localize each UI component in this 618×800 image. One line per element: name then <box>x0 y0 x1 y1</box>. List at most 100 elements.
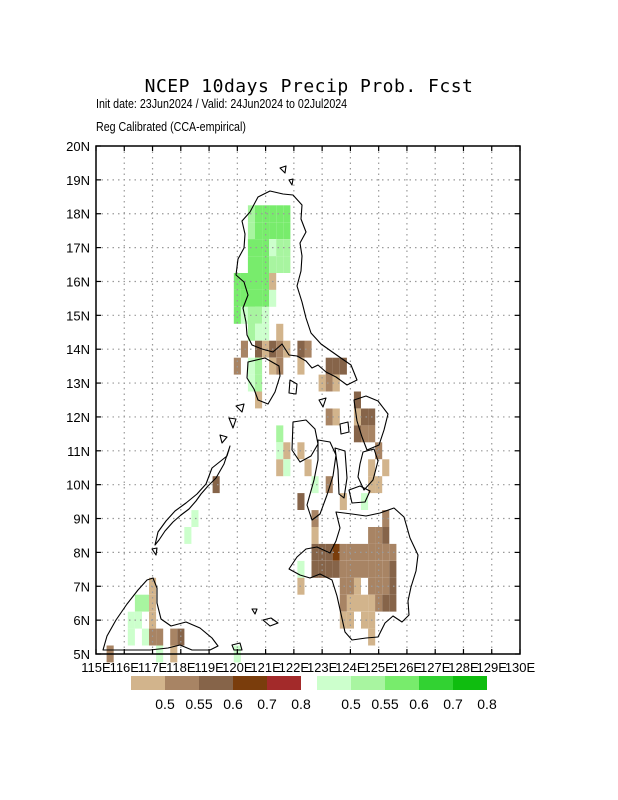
probability-cell <box>269 289 277 307</box>
probability-cell <box>339 560 347 578</box>
probability-cell <box>233 273 241 290</box>
probability-cell <box>353 425 361 443</box>
probability-cell <box>368 560 376 578</box>
dry-legend-label: 0.5 <box>155 696 175 712</box>
probability-cell <box>375 442 383 460</box>
map-frame <box>95 145 521 655</box>
probability-cell <box>141 594 149 612</box>
probability-cell <box>325 374 333 392</box>
probability-cell <box>177 628 185 646</box>
lon-tick-label: 122E <box>279 660 310 675</box>
small-island <box>288 379 298 395</box>
lon-tick-label: 125E <box>363 660 394 675</box>
probability-cell <box>247 323 255 341</box>
cebu-coast <box>334 447 348 499</box>
probability-cell <box>375 560 383 578</box>
probability-cell <box>325 357 333 375</box>
probability-cell <box>368 594 376 612</box>
probability-cell <box>361 408 369 426</box>
probability-cell <box>255 323 263 341</box>
lat-tick-label: 20N <box>66 139 90 154</box>
mindoro-coast <box>246 357 281 405</box>
small-island <box>288 178 294 186</box>
probability-cell <box>382 577 390 595</box>
wet-legend-swatch <box>317 676 351 690</box>
probability-cell <box>339 357 347 375</box>
lat-tick-label: 12N <box>66 410 90 425</box>
probability-cell <box>382 594 390 612</box>
probability-cell <box>382 527 390 544</box>
dry-legend-swatch <box>165 676 199 690</box>
probability-cell <box>353 543 361 561</box>
probability-cell <box>389 543 397 561</box>
probability-cell <box>332 543 340 561</box>
samar-coast <box>353 395 389 451</box>
probability-cell <box>339 611 347 629</box>
probability-cell <box>184 527 192 544</box>
lon-tick-label: 124E <box>335 660 366 675</box>
probability-cell <box>332 374 340 392</box>
probability-cell <box>283 239 291 256</box>
probability-cell <box>262 205 270 223</box>
probability-cell <box>149 628 157 646</box>
axis-ticks: 115E116E117E118E119E120E121E122E123E124E… <box>66 139 535 675</box>
wet-legend-swatch <box>351 676 385 690</box>
mindanao-coast <box>288 507 419 641</box>
lat-tick-label: 6N <box>73 613 90 628</box>
probability-cell <box>255 340 263 358</box>
wet-legend-swatch <box>419 676 453 690</box>
probability-cell <box>339 543 347 561</box>
wet-legend-label: 0.7 <box>443 696 463 712</box>
probability-cell <box>170 628 178 646</box>
philippines-coastline <box>102 165 419 651</box>
palawan-coast <box>154 445 231 546</box>
probability-cell <box>368 459 376 477</box>
probability-cell <box>325 476 333 494</box>
dry-legend-label: 0.8 <box>291 696 311 712</box>
probability-cell <box>332 560 340 578</box>
probability-cell <box>262 222 270 240</box>
small-island <box>231 642 243 651</box>
probability-cell <box>339 577 347 595</box>
lon-tick-label: 118E <box>166 660 196 675</box>
probability-cell <box>240 289 248 307</box>
small-island <box>339 421 350 435</box>
probability-cell <box>382 459 390 477</box>
lat-tick-label: 7N <box>73 579 90 594</box>
lat-lon-gridlines <box>96 146 520 654</box>
probability-cell <box>361 543 369 561</box>
dry-legend-label: 0.7 <box>257 696 277 712</box>
probability-cell <box>255 289 263 307</box>
probability-cell <box>332 408 340 426</box>
probability-cell <box>375 527 383 544</box>
probability-cell <box>269 222 277 240</box>
probability-cell <box>276 357 284 375</box>
wet-legend-swatch <box>385 676 419 690</box>
probability-cell <box>361 560 369 578</box>
lat-tick-label: 5N <box>73 647 90 662</box>
probability-cell <box>311 476 319 494</box>
lat-tick-label: 17N <box>66 241 90 256</box>
lon-tick-label: 128E <box>448 660 479 675</box>
dry-legend-swatch <box>131 676 165 690</box>
calibration-method: Reg Calibrated (CCA-empirical) <box>96 119 246 134</box>
probability-cell <box>269 357 277 375</box>
probability-cell <box>233 289 241 307</box>
probability-cell <box>361 594 369 612</box>
wet-legend-label: 0.55 <box>371 696 398 712</box>
lat-tick-label: 14N <box>66 342 90 357</box>
probability-cell <box>255 205 263 223</box>
probability-cell <box>276 425 284 443</box>
probability-cell <box>304 340 312 358</box>
probability-cell <box>361 611 369 629</box>
dry-legend-swatch <box>199 676 233 690</box>
small-island <box>262 617 279 627</box>
lon-tick-label: 123E <box>307 660 338 675</box>
probability-cell <box>389 594 397 612</box>
probability-cell <box>262 306 270 324</box>
probability-cell <box>368 425 376 443</box>
probability-cell <box>127 611 135 629</box>
probability-cell <box>325 408 333 426</box>
probability-cell <box>353 391 361 409</box>
probability-cell <box>134 611 142 629</box>
